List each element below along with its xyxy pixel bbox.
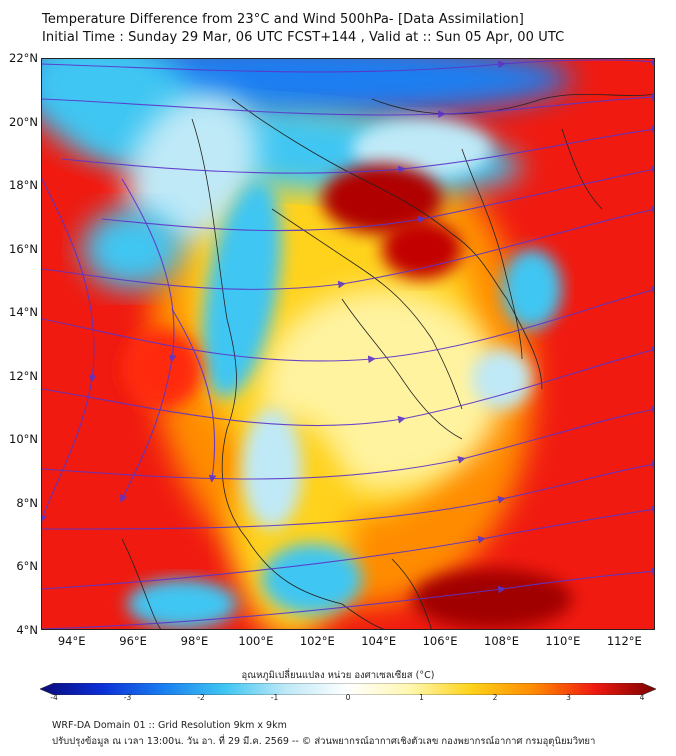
- wind-streamline: [42, 178, 97, 523]
- temperature-patch: [126, 93, 258, 245]
- lon-tick-label: 102°E: [299, 634, 335, 648]
- country-border: [391, 558, 432, 629]
- temperature-patch: [382, 219, 462, 279]
- lon-tick-label: 106°E: [422, 634, 458, 648]
- lon-tick-label: 104°E: [361, 634, 397, 648]
- lat-tick-label: 4°N: [16, 623, 38, 637]
- lat-tick-label: 20°N: [9, 114, 38, 129]
- footer-model-info: WRF-DA Domain 01 :: Grid Resolution 9km …: [52, 720, 287, 731]
- colorbar-tick-label: 0: [345, 693, 351, 702]
- chart-subtitle: Initial Time : Sunday 29 Mar, 06 UTC FCS…: [42, 30, 565, 45]
- country-border: [191, 118, 385, 629]
- colorbar-title: อุณหภูมิเปลี่ยนแปลง หน่วย องศาเซลเซียส (…: [241, 670, 435, 681]
- colorbar-tick-label: -3: [123, 693, 132, 702]
- temperature-patch: [82, 209, 182, 289]
- wind-streamline: [42, 460, 654, 530]
- lon-tick-label: 98°E: [180, 634, 209, 648]
- lat-tick-label: 6°N: [16, 559, 38, 574]
- wind-streamline: [120, 178, 177, 503]
- temperature-patch: [242, 409, 302, 529]
- temperature-patch: [502, 249, 562, 329]
- wind-streamline: [42, 505, 654, 590]
- wind-streamline: [42, 93, 654, 118]
- colorbar-tick-label: -2: [197, 693, 205, 702]
- temperature-wind-map: [42, 59, 654, 629]
- lat-tick-label: 12°N: [9, 368, 38, 383]
- colorbar-tick-label: 4: [639, 693, 645, 702]
- lon-tick-label: 108°E: [484, 634, 519, 648]
- chart-title: Temperature Difference from 23°C and Win…: [42, 12, 524, 27]
- lat-tick-label: 18°N: [9, 178, 38, 193]
- colorbar-tick-label: 2: [492, 693, 498, 702]
- country-border: [121, 538, 162, 629]
- colorbar-tick-label: -1: [270, 693, 279, 702]
- colorbar: [39, 680, 657, 696]
- colorbar-tick-label: 1: [419, 693, 424, 702]
- lon-tick-label: 100°E: [238, 634, 274, 648]
- colorbar-tick-label: -4: [50, 693, 58, 702]
- lon-tick-label: 110°E: [545, 634, 581, 648]
- colorbar-tick-label: 3: [566, 693, 571, 702]
- temperature-patch: [262, 544, 362, 614]
- lon-tick-label: 96°E: [119, 634, 147, 648]
- wind-streamline: [42, 206, 654, 290]
- wind-streamline: [61, 125, 654, 174]
- footer-credit: ปรับปรุงข้อมูล ณ เวลา 13:00น. วัน อา. ที…: [52, 736, 596, 747]
- lat-tick-label: 22°N: [9, 51, 38, 65]
- lon-tick-label: 94°E: [57, 634, 86, 648]
- lon-tick-label: 112°E: [606, 634, 642, 648]
- map-panel: [41, 58, 655, 630]
- wind-streamlines: [42, 59, 654, 629]
- lat-tick-label: 16°N: [9, 241, 38, 256]
- lat-tick-label: 14°N: [9, 305, 38, 320]
- wind-streamline: [42, 59, 654, 73]
- lat-tick-label: 8°N: [16, 495, 38, 510]
- wind-streamline: [171, 308, 217, 483]
- wind-streamline: [42, 286, 654, 364]
- temperature-patch: [412, 569, 572, 629]
- lat-tick-label: 10°N: [9, 432, 38, 447]
- wind-streamline: [42, 567, 654, 629]
